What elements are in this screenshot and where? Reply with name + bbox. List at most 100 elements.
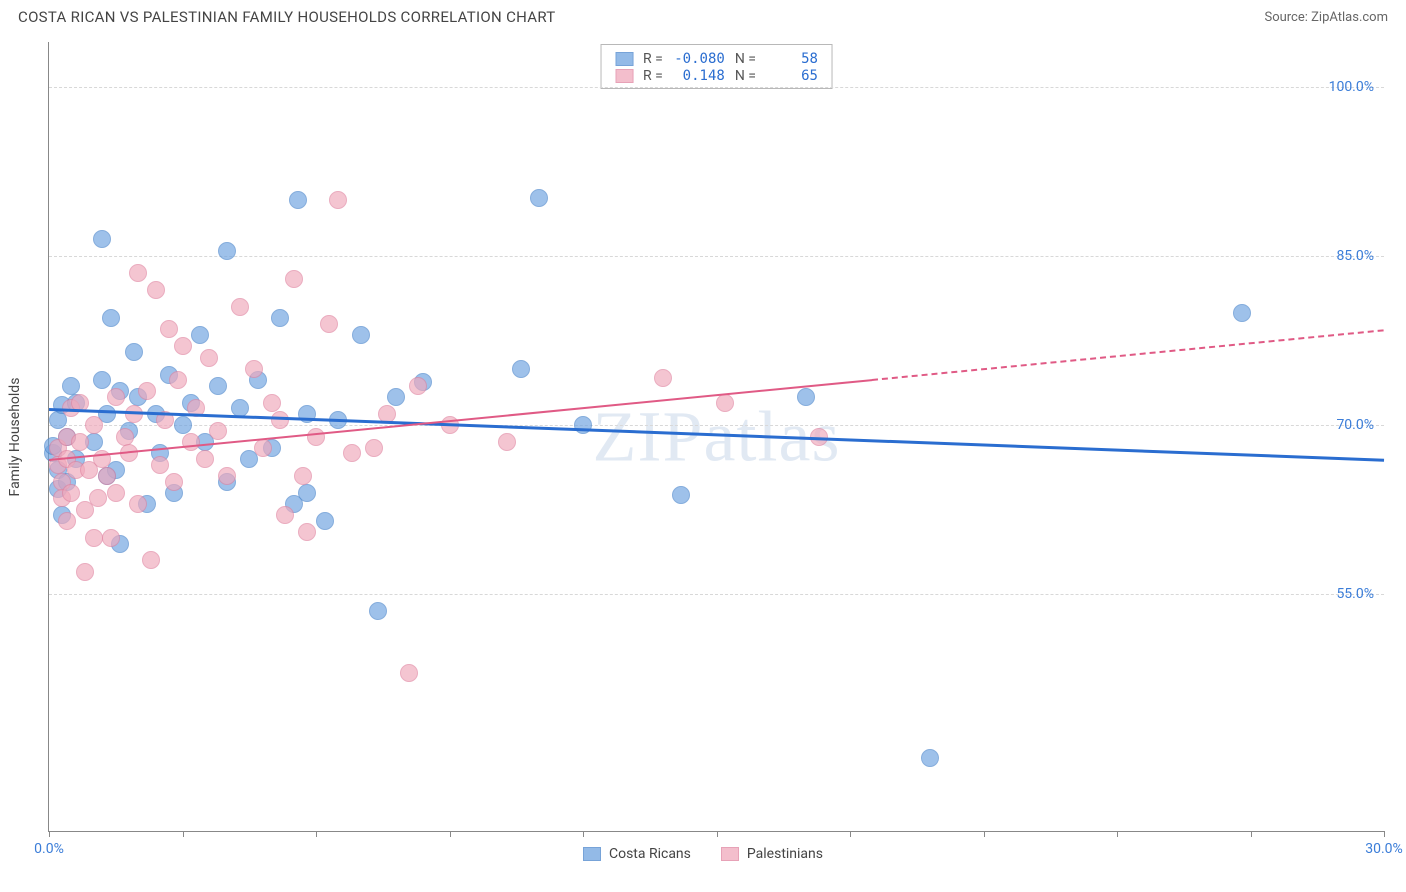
y-tick-label: 70.0% — [1336, 417, 1374, 433]
chart-title: COSTA RICAN VS PALESTINIAN FAMILY HOUSEH… — [18, 8, 556, 26]
y-tick-label: 55.0% — [1336, 586, 1374, 602]
x-tick — [1251, 831, 1252, 837]
data-point — [654, 369, 672, 387]
data-point — [107, 484, 125, 502]
correlation-chart: Family Households ZIPatlas R = -0.080 N … — [48, 42, 1384, 832]
legend-swatch-series-0 — [583, 847, 601, 861]
y-axis-label: Family Households — [7, 377, 23, 496]
data-point — [129, 264, 147, 282]
data-point — [320, 315, 338, 333]
data-point — [574, 416, 592, 434]
data-point — [797, 388, 815, 406]
data-point — [62, 484, 80, 502]
data-point — [387, 388, 405, 406]
data-point — [138, 382, 156, 400]
n-label: N = — [735, 51, 756, 67]
data-point — [169, 371, 187, 389]
data-point — [125, 343, 143, 361]
legend-label-series-1: Palestinians — [747, 846, 823, 862]
data-point — [294, 467, 312, 485]
r-label: R = — [643, 51, 663, 67]
data-point — [107, 388, 125, 406]
gridline — [49, 425, 1384, 426]
data-point — [276, 506, 294, 524]
data-point — [254, 439, 272, 457]
data-point — [298, 484, 316, 502]
data-point — [409, 377, 427, 395]
data-point — [530, 189, 548, 207]
data-point — [93, 230, 111, 248]
stats-row-series-0: R = -0.080 N = 58 — [615, 51, 818, 67]
legend-item-series-0: Costa Ricans — [583, 846, 691, 862]
data-point — [147, 281, 165, 299]
data-point — [85, 416, 103, 434]
x-tick — [583, 831, 584, 837]
data-point — [102, 529, 120, 547]
data-point — [365, 439, 383, 457]
data-point — [369, 602, 387, 620]
data-point — [400, 664, 418, 682]
legend-item-series-1: Palestinians — [721, 846, 823, 862]
n-value-series-0: 58 — [766, 51, 818, 67]
r-value-series-0: -0.080 — [673, 51, 725, 67]
source-attribution: Source: ZipAtlas.com — [1264, 10, 1388, 25]
data-point — [165, 473, 183, 491]
data-point — [329, 191, 347, 209]
data-point — [85, 529, 103, 547]
swatch-series-1 — [615, 69, 633, 83]
legend-label-series-0: Costa Ricans — [609, 846, 691, 862]
source-prefix: Source: — [1264, 10, 1311, 25]
y-tick-label: 85.0% — [1336, 248, 1374, 264]
data-point — [218, 467, 236, 485]
x-tick — [183, 831, 184, 837]
data-point — [71, 433, 89, 451]
data-point — [298, 523, 316, 541]
n-label: N = — [735, 68, 756, 84]
data-point — [921, 749, 939, 767]
gridline — [49, 256, 1384, 257]
stats-row-series-1: R = 0.148 N = 65 — [615, 68, 818, 84]
data-point — [218, 242, 236, 260]
x-tick — [984, 831, 985, 837]
data-point — [672, 486, 690, 504]
data-point — [271, 309, 289, 327]
x-tick — [450, 831, 451, 837]
data-point — [209, 377, 227, 395]
data-point — [231, 298, 249, 316]
data-point — [174, 337, 192, 355]
data-point — [76, 563, 94, 581]
data-point — [174, 416, 192, 434]
gridline — [49, 87, 1384, 88]
data-point — [263, 394, 281, 412]
stats-legend-box: R = -0.080 N = 58 R = 0.148 N = 65 — [600, 44, 833, 89]
data-point — [116, 428, 134, 446]
r-label: R = — [643, 68, 663, 84]
x-tick — [49, 831, 50, 837]
data-point — [129, 495, 147, 513]
data-point — [271, 411, 289, 429]
data-point — [352, 326, 370, 344]
x-tick — [850, 831, 851, 837]
data-point — [196, 450, 214, 468]
x-tick — [1384, 831, 1385, 837]
data-point — [58, 512, 76, 530]
n-value-series-1: 65 — [766, 68, 818, 84]
header-bar: COSTA RICAN VS PALESTINIAN FAMILY HOUSEH… — [0, 0, 1406, 30]
data-point — [142, 551, 160, 569]
data-point — [307, 428, 325, 446]
bottom-legend: Costa Ricans Palestinians — [0, 846, 1406, 862]
data-point — [191, 326, 209, 344]
data-point — [512, 360, 530, 378]
data-point — [716, 394, 734, 412]
r-value-series-1: 0.148 — [673, 68, 725, 84]
swatch-series-0 — [615, 52, 633, 66]
x-tick — [717, 831, 718, 837]
source-name: ZipAtlas.com — [1311, 10, 1388, 25]
data-point — [285, 270, 303, 288]
data-point — [200, 349, 218, 367]
data-point — [182, 433, 200, 451]
data-point — [209, 422, 227, 440]
data-point — [102, 309, 120, 327]
data-point — [89, 489, 107, 507]
data-point — [98, 467, 116, 485]
